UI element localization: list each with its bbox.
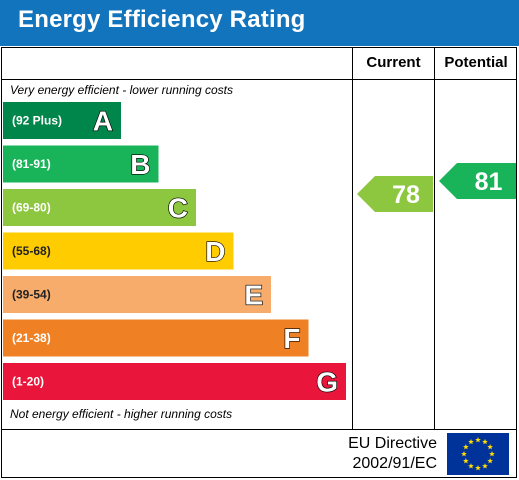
- band-bar-a: [3, 102, 121, 139]
- current-rating-arrow: [357, 176, 433, 212]
- eu-flag-star: [463, 444, 469, 450]
- eu-flag-star: [489, 451, 495, 457]
- band-letter-f: F: [283, 323, 300, 354]
- band-range-label-f: (21-38): [12, 331, 51, 345]
- eu-directive-line1: EU Directive: [348, 435, 437, 452]
- band-letter-g: G: [316, 367, 338, 398]
- current-column-header: Current: [366, 54, 421, 71]
- top-note: Very energy efficient - lower running co…: [10, 83, 233, 97]
- eu-flag-star: [487, 444, 493, 450]
- eu-flag-star: [468, 463, 474, 469]
- band-range-label-a: (92 Plus): [12, 114, 62, 128]
- band-bar-g: [3, 363, 346, 400]
- eu-directive-line2: 2002/91/EC: [352, 455, 437, 472]
- current-rating-value: 78: [392, 181, 420, 209]
- eu-flag-star: [463, 458, 469, 464]
- eu-flag-star: [482, 463, 488, 469]
- eu-directive-text: EU Directive 2002/91/EC: [348, 434, 437, 474]
- band-letter-e: E: [244, 280, 263, 311]
- potential-rating-value: 81: [475, 168, 503, 196]
- band-bar-d: [3, 232, 234, 270]
- potential-column-header: Potential: [444, 54, 508, 71]
- eu-flag-star: [475, 465, 481, 471]
- potential-column-divider: [434, 47, 435, 430]
- band-letter-d: D: [205, 236, 225, 267]
- band-letter-c: C: [168, 193, 188, 224]
- eu-flag-star: [487, 458, 493, 464]
- eu-flag-star: [482, 438, 488, 445]
- band-letter-a: A: [93, 106, 113, 137]
- title-bar: Energy Efficiency Rating: [0, 0, 519, 46]
- band-bar-c: [3, 189, 196, 226]
- band-bar-e: [3, 276, 271, 313]
- band-range-label-e: (39-54): [12, 288, 51, 302]
- chart-frame: [1, 47, 517, 478]
- band-range-label-b: (81-91): [12, 157, 51, 171]
- eu-flag-star: [468, 438, 474, 445]
- chart-title: Energy Efficiency Rating: [18, 6, 306, 33]
- header-divider: [1, 79, 517, 80]
- eu-flag-icon: [447, 433, 509, 475]
- band-range-label-d: (55-68): [12, 244, 51, 258]
- eu-flag-star: [461, 451, 467, 457]
- eu-flag-star: [475, 437, 481, 443]
- band-range-label-g: (1-20): [12, 375, 44, 389]
- band-bar-f: [3, 319, 309, 357]
- band-letter-b: B: [130, 149, 150, 180]
- footer-divider: [1, 429, 517, 430]
- potential-rating-arrow: [439, 163, 516, 199]
- bottom-note: Not energy efficient - higher running co…: [10, 407, 233, 421]
- current-column-divider: [352, 47, 353, 430]
- band-range-label-c: (69-80): [12, 201, 51, 215]
- band-bar-b: [3, 145, 159, 183]
